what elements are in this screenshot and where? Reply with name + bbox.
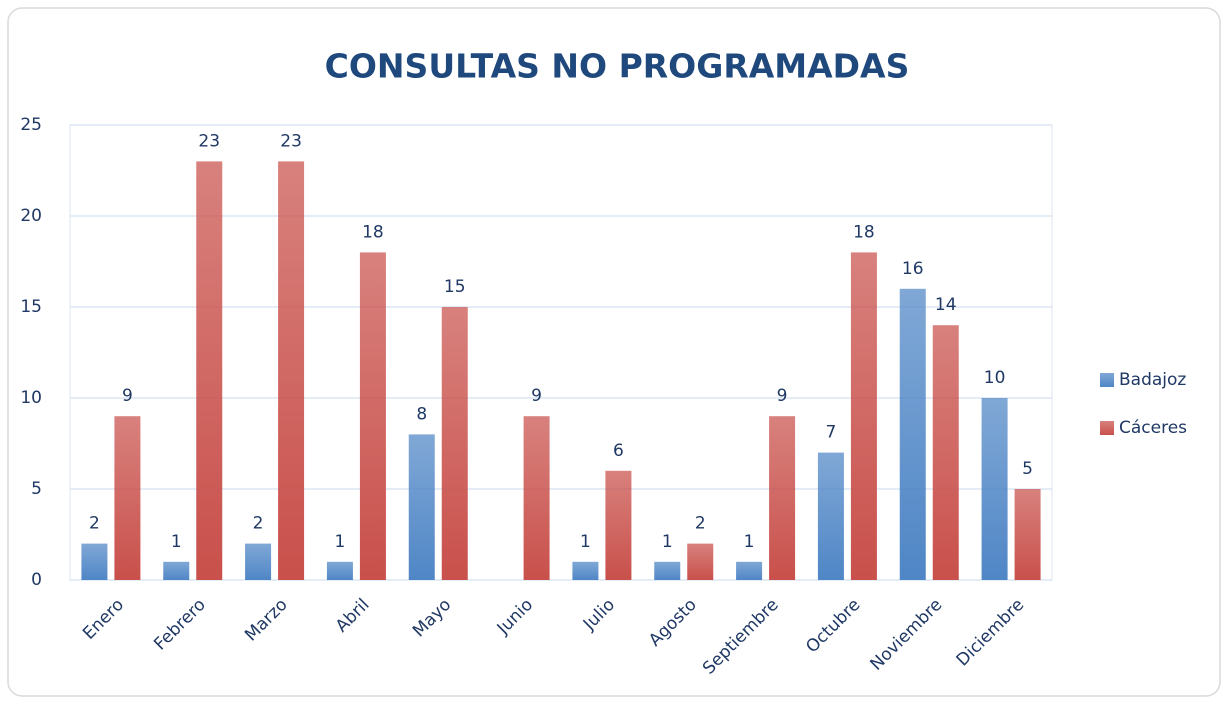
data-label: 1 xyxy=(335,532,346,552)
data-label: 2 xyxy=(253,514,264,534)
data-label: 6 xyxy=(613,441,624,461)
legend-swatch xyxy=(1100,373,1114,387)
data-label: 9 xyxy=(777,386,788,406)
data-label: 7 xyxy=(826,423,837,443)
y-tick-label: 15 xyxy=(20,297,42,317)
bar xyxy=(359,252,386,580)
data-label: 18 xyxy=(362,222,384,242)
chart-title: CONSULTAS NO PROGRAMADAS xyxy=(325,47,910,86)
y-tick-label: 10 xyxy=(20,388,42,408)
bar xyxy=(326,561,353,580)
legend-swatch xyxy=(1100,421,1114,435)
bar xyxy=(572,561,599,580)
bar xyxy=(769,416,796,580)
data-label: 16 xyxy=(902,259,924,279)
y-tick-label: 5 xyxy=(31,479,42,499)
bar xyxy=(1014,489,1041,580)
bar xyxy=(605,470,632,580)
bar xyxy=(163,561,190,580)
data-label: 8 xyxy=(416,404,427,424)
bar xyxy=(736,561,763,580)
card xyxy=(7,7,1221,697)
y-tick-label: 0 xyxy=(31,570,42,590)
data-label: 23 xyxy=(280,131,302,151)
bar xyxy=(932,325,959,580)
data-label: 5 xyxy=(1022,459,1033,479)
bar xyxy=(81,543,108,580)
bar xyxy=(899,288,926,580)
data-label: 10 xyxy=(984,368,1006,388)
y-tick-label: 20 xyxy=(20,206,42,226)
data-label: 1 xyxy=(744,532,755,552)
bar xyxy=(278,161,305,580)
data-label: 9 xyxy=(531,386,542,406)
legend-label: Cáceres xyxy=(1119,418,1187,438)
data-label: 18 xyxy=(853,222,875,242)
bar xyxy=(114,416,141,580)
bar xyxy=(441,307,468,580)
y-tick-label: 25 xyxy=(20,115,42,135)
bar xyxy=(654,561,681,580)
bar xyxy=(687,543,714,580)
legend-label: Badajoz xyxy=(1119,370,1186,390)
bar xyxy=(981,398,1008,580)
bar xyxy=(523,416,550,580)
bar xyxy=(408,434,435,580)
data-label: 2 xyxy=(89,514,100,534)
bar xyxy=(196,161,223,580)
bar xyxy=(817,452,844,580)
data-label: 1 xyxy=(580,532,591,552)
bar xyxy=(850,252,877,580)
data-label: 14 xyxy=(935,295,957,315)
data-label: 15 xyxy=(444,277,466,297)
data-label: 1 xyxy=(662,532,673,552)
data-label: 2 xyxy=(695,514,706,534)
data-label: 1 xyxy=(171,532,182,552)
data-label: 9 xyxy=(122,386,133,406)
bar xyxy=(245,543,272,580)
data-label: 23 xyxy=(198,131,220,151)
